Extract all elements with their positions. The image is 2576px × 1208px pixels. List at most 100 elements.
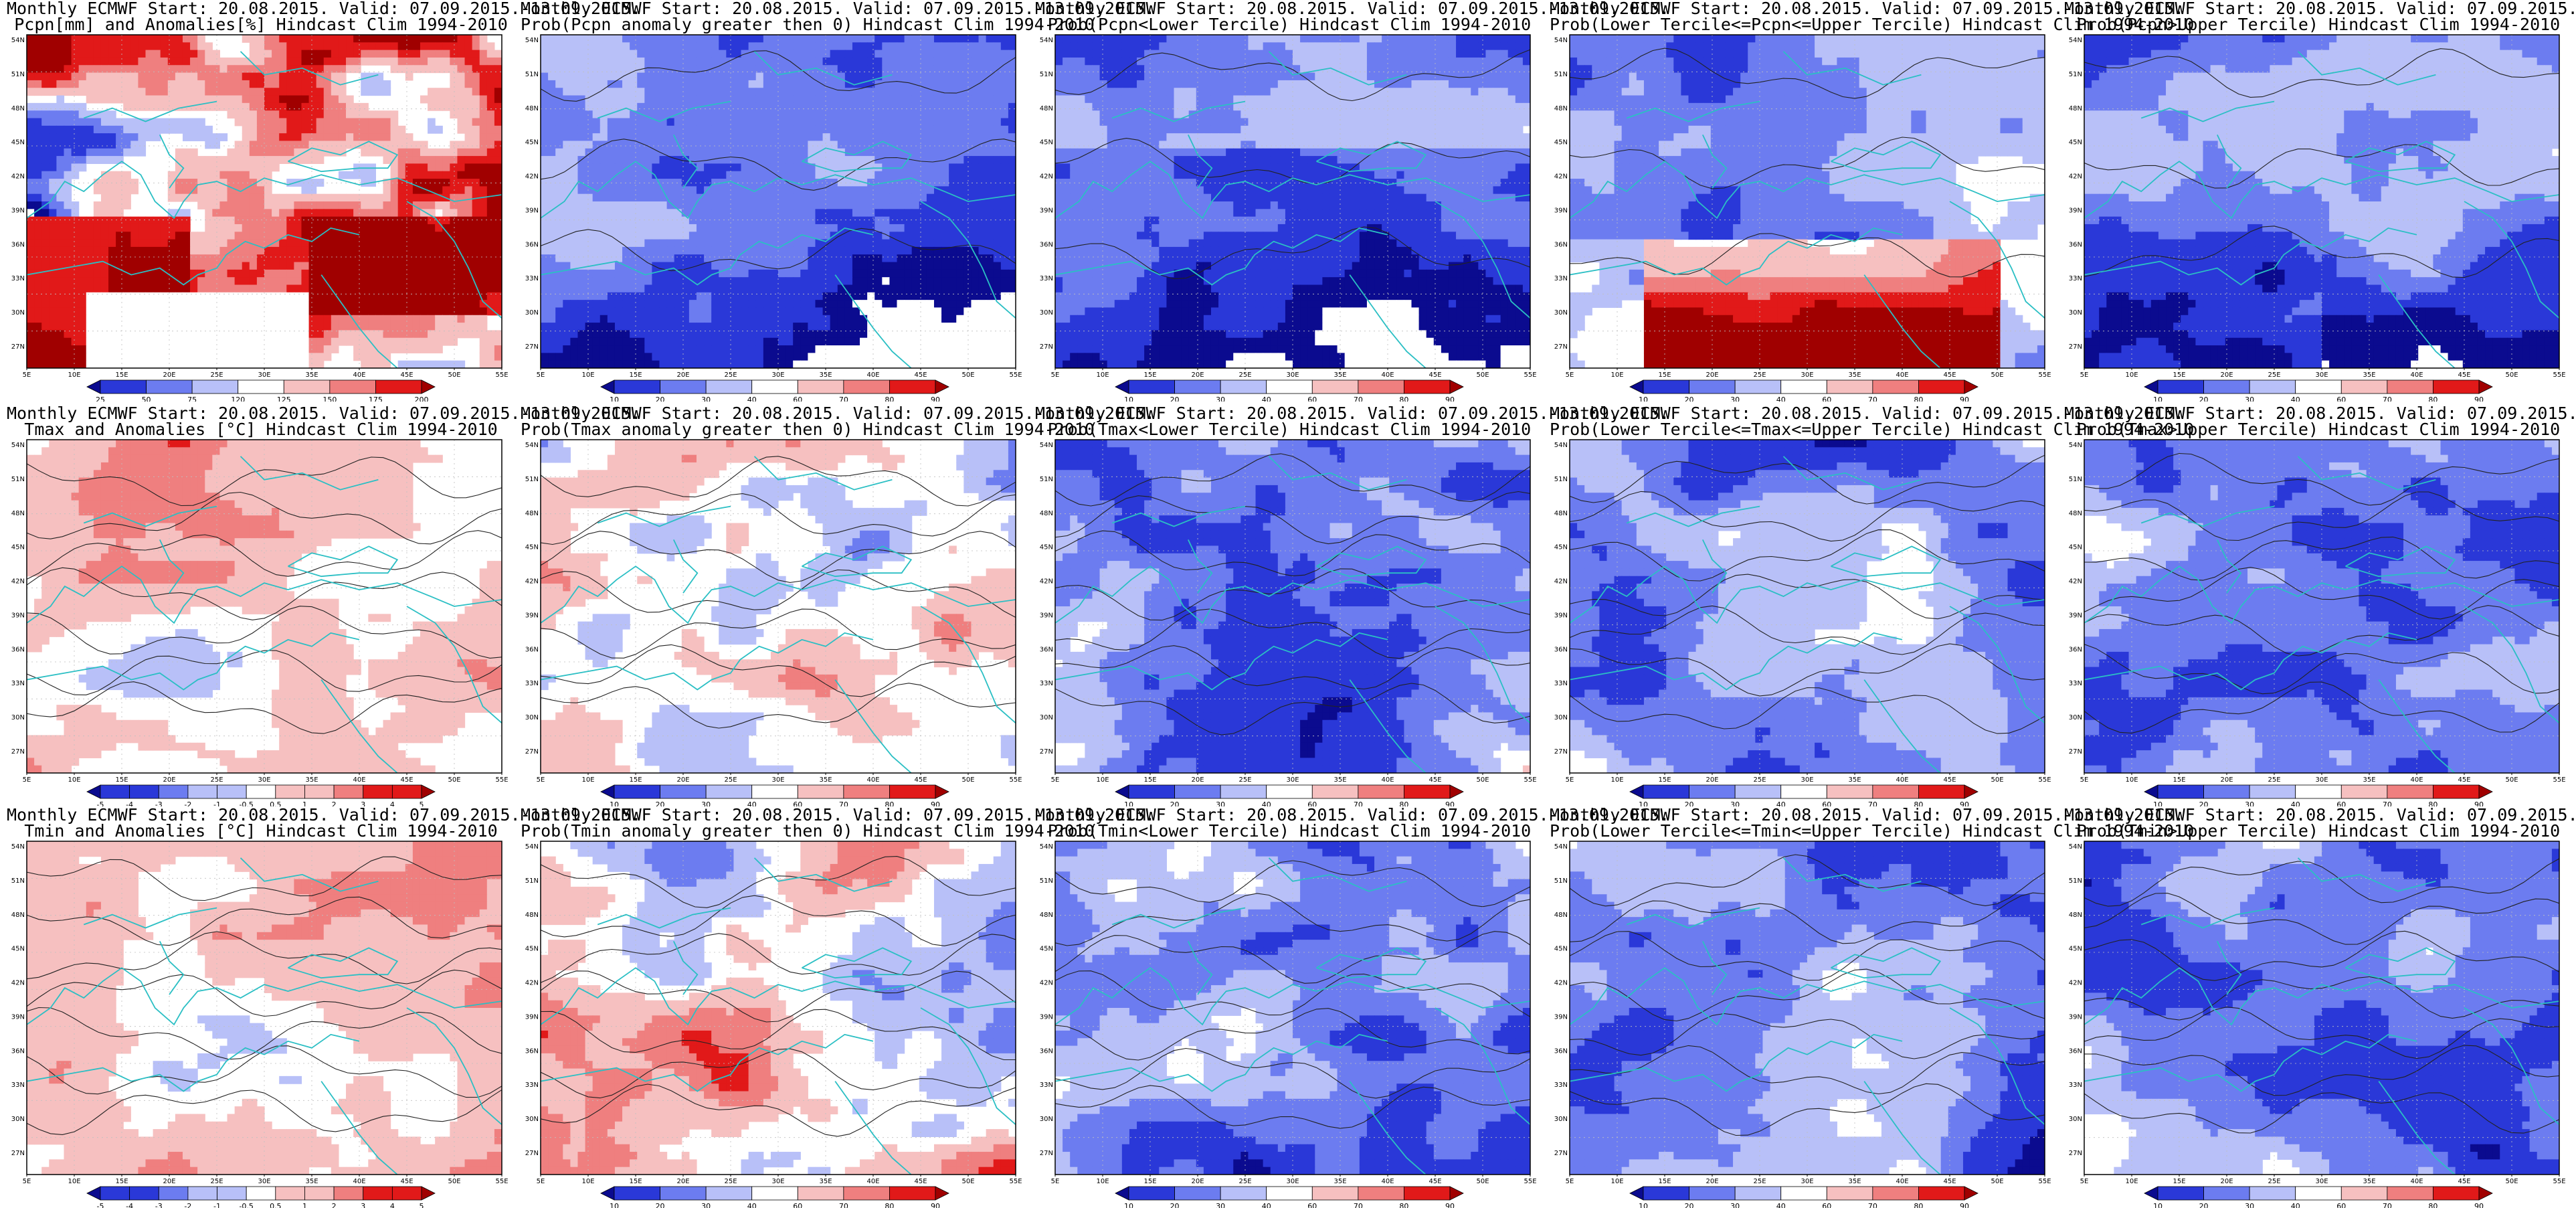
latitude-label: 36N: [2069, 646, 2082, 653]
shaded-field: [1570, 841, 2045, 1175]
latitude-label: 36N: [11, 646, 25, 653]
colorbar-swatch: [2296, 785, 2342, 798]
map-panel: Monthly ECMWF Start: 20.08.2015. Valid: …: [7, 0, 515, 402]
longitude-label: 30E: [2315, 776, 2328, 784]
latitude-label: 45N: [1554, 139, 1568, 147]
latitude-label: 54N: [2069, 843, 2082, 851]
longitude-label: 50E: [1476, 1178, 1489, 1185]
map-panel: Monthly ECMWF Start: 20.08.2015. Valid: …: [1035, 0, 1544, 402]
colorbar-swatch: [1918, 380, 1964, 394]
map-panel: Monthly ECMWF Start: 20.08.2015. Valid: …: [1550, 405, 2058, 806]
longitude-label: 25E: [2268, 1178, 2280, 1185]
colorbar-tick-label: 60: [2336, 1202, 2346, 1208]
longitude-label: 15E: [2173, 776, 2185, 784]
latitude-label: 33N: [525, 275, 539, 282]
colorbar-swatch: [1630, 380, 1643, 394]
colorbar-tick-label: 70: [1868, 1202, 1877, 1208]
latitude-label: 42N: [1554, 980, 1568, 987]
latitude-label: 45N: [11, 139, 25, 147]
longitude-label: 55E: [1524, 1178, 1536, 1185]
colorbar-tick-label: 90: [1445, 1202, 1455, 1208]
longitude-label: 35E: [305, 1178, 318, 1185]
longitude-label: 5E: [1051, 776, 1060, 784]
colorbar-swatch: [1964, 785, 1978, 798]
latitude-label: 27N: [1040, 343, 1053, 351]
colorbar-swatch: [706, 380, 752, 394]
colorbar-swatch: [601, 785, 614, 798]
latitude-label: 30N: [1040, 714, 1053, 721]
latitude-label: 27N: [2069, 748, 2082, 756]
colorbar-swatch: [2144, 1187, 2158, 1200]
latitude-label: 42N: [1040, 578, 1053, 586]
colorbar-tick-label: -2: [184, 1202, 191, 1208]
colorbar-tick-label: 10: [1124, 1202, 1133, 1208]
latitude-label: 30N: [525, 309, 539, 317]
longitude-label: 5E: [1566, 776, 1574, 784]
longitude-label: 5E: [1566, 371, 1574, 379]
colorbar-swatch: [1873, 380, 1919, 394]
latitude-label: 48N: [525, 510, 539, 517]
colorbar-tick-label: 40: [1262, 1202, 1271, 1208]
colorbar-swatch: [2341, 380, 2387, 394]
map-panel: Monthly ECMWF Start: 20.08.2015. Valid: …: [521, 0, 1029, 402]
latitude-label: 33N: [1554, 680, 1568, 687]
colorbar-tick-label: 60: [1307, 396, 1317, 402]
colorbar-swatch: [1175, 380, 1221, 394]
longitude-label: 20E: [676, 776, 689, 784]
colorbar-swatch: [159, 1187, 188, 1200]
shaded-field: [27, 35, 502, 369]
colorbar-swatch: [601, 380, 614, 394]
colorbar-swatch: [1175, 1187, 1221, 1200]
longitude-label: 40E: [353, 776, 365, 784]
longitude-label: 55E: [495, 776, 508, 784]
longitude-label: 55E: [2038, 371, 2051, 379]
latitude-label: 42N: [525, 173, 539, 181]
colorbar-swatch: [2144, 785, 2158, 798]
longitude-label: 25E: [210, 371, 223, 379]
latitude-label: 48N: [2069, 510, 2082, 517]
colorbar-swatch: [276, 785, 305, 798]
longitude-label: 15E: [2173, 1178, 2185, 1185]
colorbar-swatch: [188, 785, 217, 798]
colorbar-swatch: [1873, 1187, 1919, 1200]
latitude-label: 54N: [1040, 37, 1053, 44]
colorbar-tick-label: -1: [213, 1202, 221, 1208]
colorbar-swatch: [1918, 785, 1964, 798]
longitude-label: 45E: [1943, 1178, 1956, 1185]
colorbar-tick-label: 60: [1822, 396, 1831, 402]
colorbar-swatch: [614, 1187, 660, 1200]
colorbar-swatch: [752, 785, 798, 798]
colorbar-tick-label: 90: [2474, 1202, 2484, 1208]
longitude-label: 35E: [819, 776, 832, 784]
latitude-label: 42N: [525, 980, 539, 987]
longitude-label: 25E: [2268, 371, 2280, 379]
longitude-label: 10E: [1096, 371, 1109, 379]
colorbar-swatch: [1312, 380, 1358, 394]
latitude-label: 36N: [11, 1047, 25, 1055]
latitude-label: 33N: [1554, 275, 1568, 282]
map-panel: Monthly ECMWF Start: 20.08.2015. Valid: …: [1550, 0, 2058, 402]
longitude-label: 35E: [1848, 776, 1861, 784]
colorbar-swatch: [2158, 380, 2204, 394]
colorbar-swatch: [1643, 1187, 1689, 1200]
longitude-label: 10E: [1611, 371, 1623, 379]
colorbar-swatch: [798, 380, 844, 394]
longitude-label: 15E: [1658, 1178, 1671, 1185]
colorbar-swatch: [706, 1187, 752, 1200]
longitude-label: 10E: [1096, 776, 1109, 784]
latitude-label: 51N: [1040, 476, 1053, 483]
colorbar-swatch: [798, 1187, 844, 1200]
latitude-label: 39N: [2069, 612, 2082, 619]
longitude-label: 30E: [1286, 1178, 1299, 1185]
latitude-label: 45N: [2069, 544, 2082, 551]
colorbar-swatch: [706, 785, 752, 798]
longitude-label: 50E: [1991, 1178, 2003, 1185]
longitude-label: 25E: [1753, 776, 1766, 784]
colorbar-swatch: [330, 380, 376, 394]
latitude-label: 33N: [1040, 1082, 1053, 1089]
